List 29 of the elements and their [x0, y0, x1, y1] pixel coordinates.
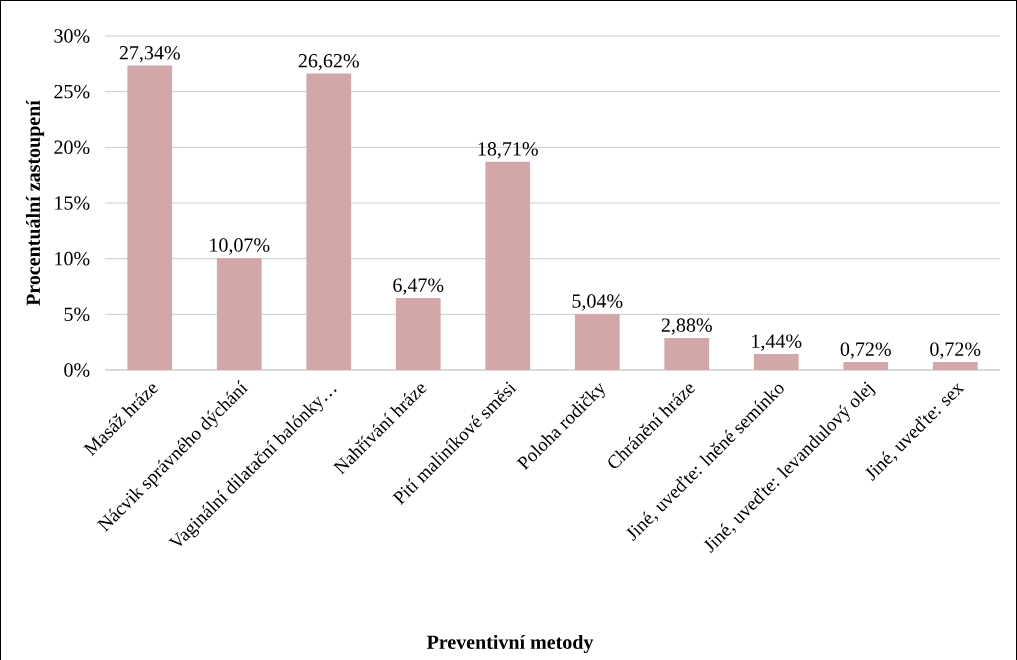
y-tick-label: 10% — [55, 251, 90, 266]
y-tick-label: 15% — [55, 196, 90, 210]
data-label: 5,04% — [572, 294, 623, 311]
data-label: 0,72% — [840, 342, 891, 359]
bar — [485, 161, 531, 370]
data-label: 6,47% — [393, 278, 444, 295]
bar — [753, 353, 799, 370]
y-tick-label: 0% — [64, 363, 90, 377]
y-tick-label: 5% — [64, 307, 90, 322]
bar — [932, 361, 978, 370]
data-label: 18,71% — [478, 142, 538, 159]
bar — [127, 65, 173, 370]
y-tick-label: 30% — [54, 29, 90, 43]
x-axis-title: Preventivní metody — [426, 634, 594, 654]
bar — [216, 257, 262, 370]
data-label: 0,72% — [930, 342, 981, 359]
data-label: 1,44% — [752, 334, 802, 351]
y-axis-title: Procentuální zastoupení — [25, 99, 45, 306]
bar — [843, 361, 889, 370]
y-tick-label: 25% — [54, 84, 90, 99]
y-tick-label: 20% — [54, 140, 90, 155]
data-label: 10,07% — [210, 238, 270, 255]
data-label: 26,62% — [298, 54, 359, 71]
data-label: 2,88% — [661, 318, 712, 335]
bar — [395, 297, 441, 370]
bar — [664, 337, 710, 370]
data-label: 27,34% — [119, 46, 180, 63]
bar — [306, 73, 352, 370]
bar — [574, 313, 620, 370]
